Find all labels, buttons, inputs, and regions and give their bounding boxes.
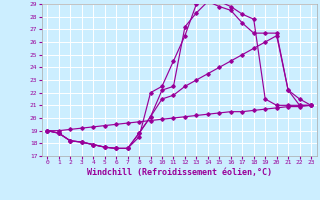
X-axis label: Windchill (Refroidissement éolien,°C): Windchill (Refroidissement éolien,°C) [87, 168, 272, 177]
